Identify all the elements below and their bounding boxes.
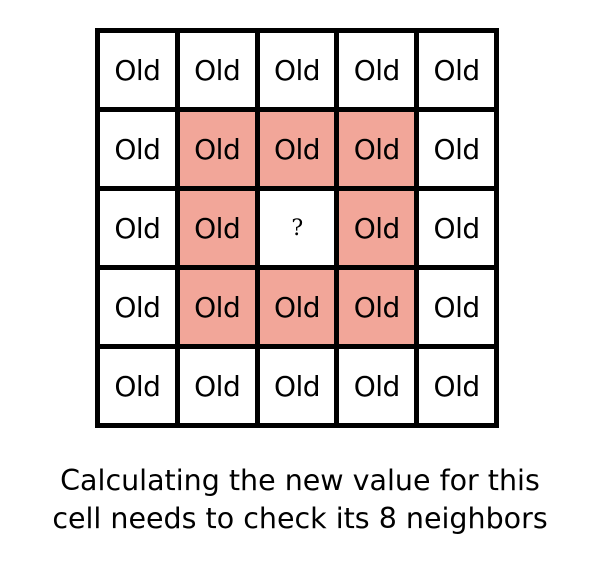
grid-cell: Old	[100, 270, 175, 344]
caption: Calculating the new value for this cell …	[0, 462, 600, 538]
grid-cell: Old	[419, 112, 494, 186]
neighbor-cell: Old	[339, 270, 415, 344]
grid-cell: Old	[419, 191, 494, 265]
grid-cell: Old	[179, 33, 255, 107]
grid-cell: Old	[100, 33, 175, 107]
cell-grid: Old Old Old Old Old Old Old Old Old Old …	[95, 28, 499, 428]
target-cell: ?	[259, 191, 335, 265]
grid-cell: Old	[339, 349, 415, 423]
grid-cell: Old	[419, 349, 494, 423]
caption-line-2: cell needs to check its 8 neighbors	[52, 502, 548, 535]
neighbor-cell: Old	[179, 112, 255, 186]
grid-cell: Old	[259, 33, 335, 107]
neighbor-cell: Old	[179, 270, 255, 344]
grid-cell: Old	[339, 33, 415, 107]
neighbor-cell: Old	[179, 191, 255, 265]
grid-cell: Old	[100, 191, 175, 265]
neighbor-cell: Old	[259, 270, 335, 344]
grid-cell: Old	[419, 270, 494, 344]
grid-cell: Old	[100, 349, 175, 423]
grid-cell: Old	[179, 349, 255, 423]
neighbor-cell: Old	[259, 112, 335, 186]
grid-cell: Old	[100, 112, 175, 186]
caption-line-1: Calculating the new value for this	[60, 464, 540, 497]
neighbor-cell: Old	[339, 112, 415, 186]
grid-cell: Old	[259, 349, 335, 423]
neighbor-cell: Old	[339, 191, 415, 265]
grid-cell: Old	[419, 33, 494, 107]
